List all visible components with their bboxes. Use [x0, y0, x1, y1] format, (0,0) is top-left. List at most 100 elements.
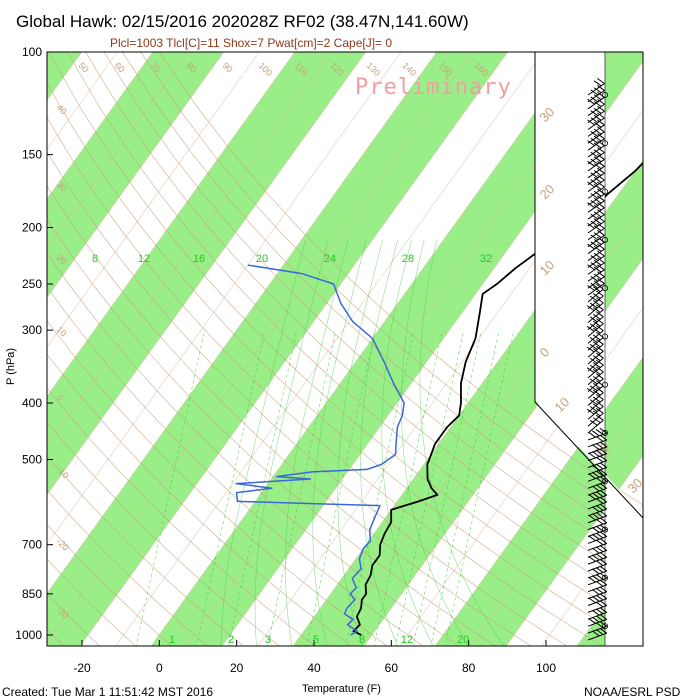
bottom-mixing-label: 1: [169, 634, 175, 646]
dry-adiabat: [47, 455, 244, 646]
barb-feather: [590, 282, 599, 289]
barb-feather: [591, 630, 600, 637]
barb-feather: [599, 448, 608, 455]
wind-barb: [587, 475, 608, 489]
barb-feather: [590, 179, 599, 186]
barb-feather: [591, 430, 600, 437]
barb-feather: [595, 456, 604, 463]
barb-feather: [587, 140, 595, 147]
barb-feather: [595, 442, 604, 449]
barb-feather: [599, 544, 608, 551]
barb-staff: [587, 460, 607, 469]
dry-adiabat: [47, 286, 424, 646]
theta-label-top: 50: [77, 60, 91, 74]
barb-feather: [593, 101, 602, 107]
mixing-ratio-line: [373, 330, 443, 646]
dry-adiabat: [47, 353, 352, 646]
mixing-ratio-line: [196, 330, 266, 646]
moist-adiabat: [312, 239, 367, 646]
barb-staff: [587, 432, 607, 441]
barb-feather: [597, 98, 605, 105]
barb-feather: [590, 241, 599, 248]
barb-feather: [597, 147, 605, 153]
barb-feather: [586, 408, 595, 415]
isotherm-band: [47, 52, 508, 646]
wind-barb: [587, 503, 608, 517]
barb-feather: [597, 188, 605, 195]
barb-feather: [595, 429, 604, 435]
wind-barb: [587, 216, 605, 234]
barb-feather: [587, 181, 595, 188]
barb-feather: [593, 204, 602, 211]
y-tick-label: 300: [22, 323, 42, 337]
theta-label-left: 10: [55, 324, 69, 338]
barb-staff: [587, 570, 607, 579]
x-tick-label: 0: [156, 661, 163, 675]
barb-feather: [596, 387, 604, 393]
barb-feather: [595, 622, 604, 629]
dry-adiabat: [47, 252, 460, 646]
moist-adiabat: [337, 239, 383, 646]
barb-feather: [597, 222, 605, 229]
barb-feather: [596, 352, 604, 359]
barb-feather: [591, 464, 600, 471]
barb-feather: [597, 119, 605, 126]
isotherm-line: [47, 52, 367, 496]
mixing-ratio-line: [430, 330, 500, 646]
dewpoint-profile: [235, 264, 405, 636]
moist-adiabat: [381, 239, 434, 646]
barb-feather: [597, 167, 605, 174]
wind-barb: [587, 462, 608, 475]
moist-adiabat: [419, 239, 505, 646]
mixing-ratio-label: 12: [138, 253, 150, 265]
barb-feather: [596, 338, 604, 345]
barb-feather: [588, 597, 596, 604]
isotherm-line: [647, 52, 700, 647]
barb-feather: [596, 345, 604, 352]
barb-feather: [597, 181, 605, 188]
barb-feather: [597, 126, 605, 133]
barb-feather: [595, 580, 604, 587]
barb-feather: [589, 385, 598, 392]
background-lines: [47, 52, 700, 647]
barb-feather: [599, 558, 608, 565]
barb-feather: [596, 325, 604, 331]
isotherm-line: [47, 52, 189, 249]
barb-feather: [593, 163, 602, 170]
barb-feather: [593, 94, 602, 101]
barb-feather: [593, 225, 602, 232]
mixing-ratio-label: 20: [256, 253, 268, 265]
barb-feather: [596, 414, 604, 421]
barb-feather: [599, 455, 608, 462]
barb-feather: [593, 149, 602, 156]
barb-feather: [589, 378, 598, 385]
barb-feather: [599, 434, 608, 441]
wind-barb: [587, 448, 608, 462]
barb-feather: [590, 131, 599, 137]
y-tick-label: 700: [22, 538, 42, 552]
barb-feather: [597, 133, 605, 140]
x-tick-label: 60: [385, 661, 399, 675]
barb-feather: [589, 399, 598, 406]
barb-feather: [596, 331, 604, 338]
x-tick-label: 80: [462, 661, 476, 675]
barb-feather: [597, 195, 605, 202]
barb-feather: [593, 252, 602, 259]
barb-feather: [593, 245, 602, 252]
barb-feather: [595, 498, 604, 504]
footer-credit: NOAA/ESRL PSD: [584, 685, 681, 699]
isotherm-line: [47, 52, 225, 299]
barb-feather: [590, 117, 599, 124]
plot-area: [47, 52, 700, 647]
barb-feather: [588, 514, 596, 521]
barb-feather: [593, 87, 602, 94]
barb-feather: [590, 110, 599, 117]
x-axis-title: Temperature (F): [302, 683, 381, 695]
barb-feather: [592, 327, 601, 334]
barb-feather: [593, 142, 602, 149]
wind-barb: [587, 510, 608, 524]
isotherm-line: [399, 307, 643, 646]
barb-feather: [591, 533, 600, 540]
mixing-ratio-label: 28: [402, 253, 414, 265]
